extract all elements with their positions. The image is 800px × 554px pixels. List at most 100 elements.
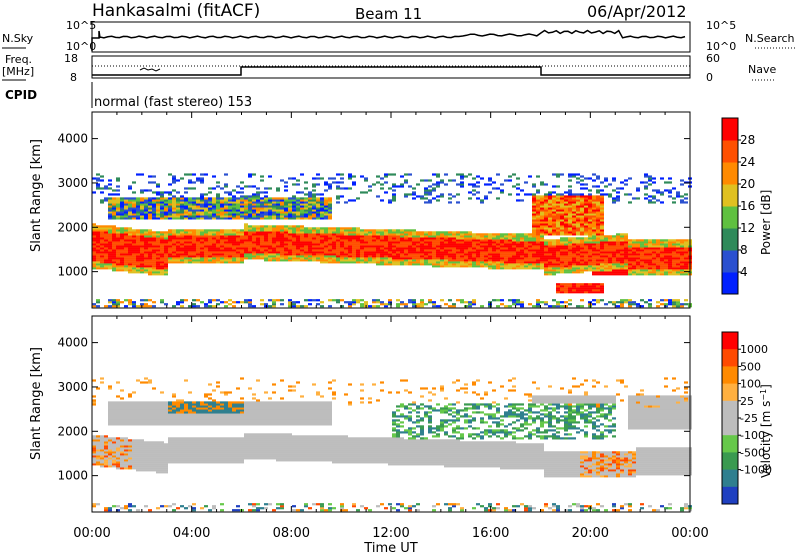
power-cell [632,269,636,272]
power-cell [616,267,620,270]
power-cell [216,193,220,196]
power-cell [412,191,416,194]
power-cell [348,305,352,308]
power-cell [672,197,676,200]
power-cell [300,211,304,214]
power-cell [128,301,132,304]
power-cell [324,233,328,236]
power-cell [600,273,604,276]
power-cell [616,257,620,260]
power-cell [296,209,300,212]
power-cell [584,245,588,248]
power-cell [188,261,192,264]
power-cell [572,247,576,250]
power-cell [304,239,308,242]
power-cell [556,265,560,268]
power-cell [120,247,124,250]
power-cell [272,243,276,246]
power-cell [136,203,140,206]
power-cell [208,233,212,236]
power-cell [272,253,276,256]
power-cell [592,211,596,214]
power-cell [100,263,104,266]
power-cell [260,245,264,248]
power-cell [104,263,108,266]
power-cell [384,259,388,262]
power-cell [316,249,320,252]
power-cell [312,251,316,254]
power-cell [276,237,280,240]
power-cell [104,239,108,242]
power-cell [600,221,604,224]
power-cell [160,213,164,216]
power-cell [572,259,576,262]
power-cell [576,205,580,208]
power-cell [108,265,112,268]
power-cell [364,191,368,194]
power-cell [200,229,204,232]
power-cell [568,247,572,250]
power-cell [360,175,364,178]
power-cell [576,173,580,176]
power-cell [352,259,356,262]
power-cell [164,267,168,270]
power-cell [308,299,312,302]
power-cell [420,251,424,254]
power-cell [160,259,164,262]
power-cell [560,233,564,236]
power-cell [256,201,260,204]
power-cell [120,265,124,268]
power-cell [456,243,460,246]
power-cell [384,247,388,250]
power-cell [260,229,264,232]
power-cell [508,245,512,248]
power-cell [564,249,568,252]
power-cell [420,263,424,266]
power-cell [224,191,228,194]
power-cell [684,269,688,272]
power-cell [296,207,300,210]
power-cell [636,241,640,244]
power-cell [112,207,116,210]
power-cell [172,207,176,210]
power-cell [216,247,220,250]
power-cell [260,209,264,212]
power-cell [132,261,136,264]
power-cell [196,207,200,210]
power-cell [184,255,188,258]
power-cell [476,255,480,258]
power-cell [108,225,112,228]
power-cell [548,207,552,210]
power-cell [192,239,196,242]
power-cell [480,243,484,246]
power-cell [600,267,604,270]
power-cell [248,213,252,216]
power-cell [96,249,100,252]
power-cell [592,231,596,234]
power-cell [124,253,128,256]
power-cell [140,189,144,192]
power-cell [272,231,276,234]
power-cell [400,249,404,252]
power-cell [296,197,300,200]
power-cell [612,197,616,200]
power-cell [536,189,540,192]
power-cell [120,245,124,248]
power-cell [612,241,616,244]
power-cell [212,209,216,212]
power-cell [276,199,280,202]
power-cell [432,233,436,236]
power-cell [612,255,616,258]
power-cell [188,243,192,246]
power-cell [676,255,680,258]
velocity-cell [116,437,120,440]
power-cell [420,299,424,302]
power-cell [140,217,144,220]
power-cell [472,243,476,246]
power-cell [308,231,312,234]
power-cell [320,253,324,256]
power-cell [668,267,672,270]
power-cell [596,283,600,286]
velocity-cell [112,405,116,408]
power-cell [436,183,440,186]
